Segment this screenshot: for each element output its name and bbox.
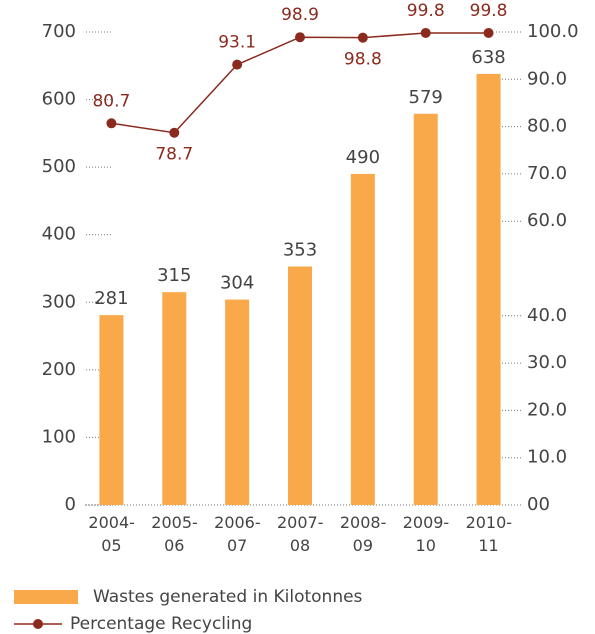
x-tick-label: 2006-07 [214, 513, 261, 555]
bar [288, 266, 312, 505]
bar-value-label: 353 [283, 239, 317, 260]
y-tick-label: 700 [42, 21, 76, 42]
line-point [232, 59, 243, 70]
bar-value-label: 315 [157, 265, 191, 286]
x-tick-label: 2007-08 [277, 513, 324, 555]
bar-value-label: 304 [220, 273, 254, 294]
bar-value-label: 490 [346, 147, 380, 168]
line-point [420, 27, 431, 38]
legend-marker [33, 619, 43, 629]
y-tick-label: 300 [42, 291, 76, 312]
bar-value-label: 638 [471, 47, 505, 68]
line-point [357, 32, 368, 43]
y2-tick-label: 80.0 [527, 116, 567, 137]
y-tick-label: 500 [42, 156, 76, 177]
line-value-label: 99.8 [407, 1, 445, 21]
legend-label: Percentage Recycling [70, 614, 252, 634]
bar [476, 73, 501, 505]
x-tick-label: 2010-11 [465, 513, 513, 555]
line-point [295, 32, 305, 43]
line-value-label: 93.1 [218, 33, 256, 53]
x-tick-label: 2009-10 [402, 513, 450, 555]
bar-value-label: 579 [409, 87, 443, 108]
y-tick-label: 100 [42, 426, 76, 447]
y-tick-label: 600 [42, 89, 76, 110]
line-value-label: 80.7 [92, 91, 130, 111]
line-point [483, 27, 494, 38]
y2-tick-label: 30.0 [527, 352, 567, 373]
x-tick-label: 2005-06 [151, 513, 198, 555]
legend-label: Wastes generated in Kilotonnes [93, 587, 363, 607]
bar [413, 113, 438, 506]
x-tick-label: 2004-05 [88, 513, 135, 555]
bar [162, 292, 187, 505]
y-tick-label: 200 [42, 359, 76, 380]
y2-tick-label: 40.0 [527, 305, 567, 326]
line-value-label: 98.9 [281, 5, 319, 25]
y2-tick-label: 10.0 [527, 447, 567, 468]
bar [350, 173, 375, 505]
line-value-label: 98.8 [344, 50, 382, 70]
x-tick-label: 2008-09 [339, 513, 387, 555]
y2-tick-label: 60.0 [527, 210, 567, 231]
line-point [169, 127, 180, 138]
y2-tick-label: 20.0 [527, 399, 567, 420]
bar [225, 299, 250, 505]
y2-tick-label: 00 [527, 494, 550, 515]
y2-tick-label: 90.0 [527, 68, 567, 89]
line-value-label: 99.8 [470, 1, 508, 21]
y-tick-label: 0 [65, 494, 76, 515]
legend-swatch [14, 590, 78, 604]
y-tick-label: 400 [42, 224, 76, 245]
line-value-label: 78.7 [155, 145, 193, 165]
line-point [106, 118, 117, 129]
y2-tick-label: 100.0 [527, 21, 579, 42]
y2-tick-label: 70.0 [527, 163, 567, 184]
bar [99, 315, 124, 505]
bar-value-label: 281 [94, 288, 128, 309]
